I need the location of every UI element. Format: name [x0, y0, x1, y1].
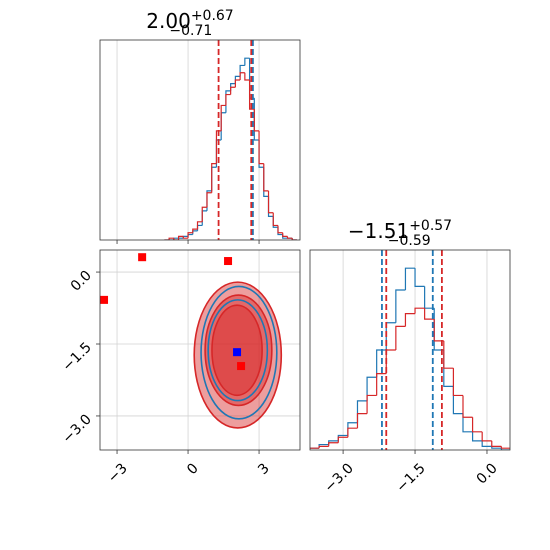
histogram-step	[328, 442, 339, 447]
histogram-step	[248, 80, 255, 110]
histogram-step	[211, 163, 217, 193]
histogram-step	[244, 72, 250, 81]
histogram-step	[168, 237, 174, 240]
histogram-step	[225, 93, 231, 106]
histogram-step	[220, 104, 226, 131]
histogram-step	[291, 238, 297, 240]
histogram-step	[258, 130, 264, 165]
histogram-step	[253, 109, 260, 132]
histogram-step	[462, 395, 473, 418]
histogram-step	[234, 79, 241, 88]
histogram-step	[337, 436, 348, 443]
histogram-step	[187, 232, 193, 239]
histogram-step	[433, 319, 444, 342]
histogram-step	[404, 267, 416, 290]
histogram-step	[404, 313, 416, 327]
spine	[99, 249, 301, 451]
histogram-step	[414, 268, 425, 287]
histogram-step	[230, 86, 236, 95]
histogram-step	[215, 130, 222, 164]
histogram-step	[177, 235, 184, 240]
histogram-step	[395, 325, 406, 350]
contour	[200, 285, 278, 420]
histogram-step	[491, 446, 502, 449]
title-lower: −0.71	[169, 23, 212, 39]
histogram-step	[347, 427, 358, 438]
histogram-step	[491, 440, 502, 447]
histogram-step	[318, 445, 329, 449]
spine	[309, 249, 511, 451]
contour	[207, 299, 269, 402]
histogram-step	[173, 238, 179, 240]
histogram-step	[366, 394, 377, 414]
histogram-step	[356, 413, 368, 429]
histogram-step	[462, 413, 473, 433]
histogram-step	[282, 232, 288, 237]
title-upper: +0.57	[409, 218, 452, 234]
histogram-step	[500, 446, 510, 449]
title-upper: +0.67	[191, 8, 234, 24]
histogram-step	[239, 72, 245, 80]
histogram-step	[267, 190, 274, 214]
histogram-step	[182, 236, 189, 239]
histogram-step	[452, 368, 463, 397]
histogram-step	[310, 447, 320, 450]
histogram-step	[481, 440, 492, 447]
title-value: 2.00	[146, 9, 191, 33]
marker	[100, 295, 109, 304]
panel-title: −1.51+0.57 −0.59	[348, 218, 452, 249]
marker	[237, 362, 246, 371]
histogram-step	[196, 221, 203, 230]
marker	[233, 348, 242, 357]
histogram-step	[244, 57, 250, 66]
histogram-step	[395, 289, 406, 323]
title-value: −1.51	[348, 219, 409, 243]
plot-area	[116, 40, 297, 240]
histogram-step	[201, 206, 207, 222]
histogram-step	[414, 307, 425, 314]
spine	[99, 39, 301, 241]
histogram-step	[376, 349, 387, 378]
marker	[138, 253, 147, 262]
histogram-step	[481, 431, 492, 442]
marker	[224, 257, 233, 266]
title-lower: −0.59	[388, 233, 431, 249]
histogram-step	[500, 448, 510, 450]
histogram-step	[286, 236, 293, 239]
panel-title: 2.00+0.67 −0.71	[146, 8, 233, 39]
histogram-step	[471, 417, 483, 433]
histogram-step	[471, 431, 483, 442]
histogram-step	[206, 192, 212, 208]
histogram-step	[263, 163, 269, 192]
histogram-step	[424, 308, 435, 320]
histogram-step	[366, 376, 377, 401]
histogram-step	[192, 228, 198, 233]
plot-area	[310, 250, 510, 450]
histogram-step	[376, 373, 387, 396]
plot-area	[100, 250, 300, 450]
histogram-step	[443, 340, 454, 369]
histogram-step	[277, 225, 283, 234]
histogram-step	[272, 212, 278, 227]
